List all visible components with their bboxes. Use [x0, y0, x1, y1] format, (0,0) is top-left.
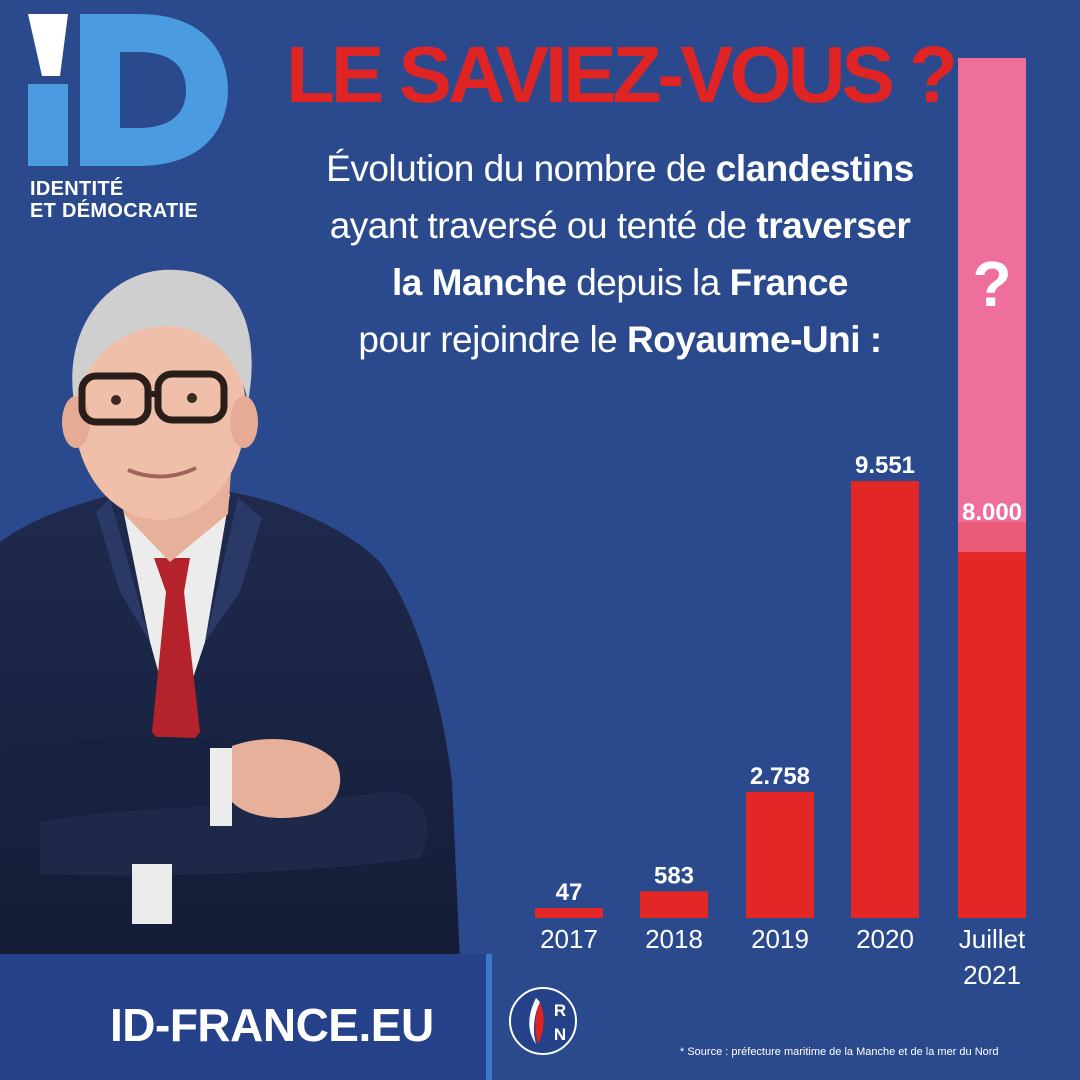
- politician-photo: [0, 269, 460, 962]
- subtitle-text: pour rejoindre le: [358, 319, 628, 360]
- subtitle-emphasis: traverser: [756, 205, 911, 246]
- brand-line-1: IDENTITÉ: [30, 178, 124, 200]
- source-note: * Source : préfecture maritime de la Man…: [680, 1046, 999, 1058]
- bar: [535, 908, 603, 918]
- projection-question-mark: ?: [972, 248, 1011, 320]
- subtitle: Évolution du nombre de clandestins ayant…: [250, 140, 990, 368]
- bar: [958, 552, 1026, 918]
- brand-name: IDENTITÉ ET DÉMOCRATIE: [30, 178, 198, 222]
- subtitle-text: Évolution du nombre de: [326, 148, 716, 189]
- rn-letter: N: [554, 1025, 566, 1044]
- subtitle-emphasis: clandestins: [715, 148, 915, 189]
- x-tick-label: 2019: [751, 924, 809, 954]
- headline: LE SAVIEZ-VOUS ?: [286, 30, 958, 119]
- rn-letter: R: [554, 1001, 566, 1020]
- subtitle-emphasis: la Manche: [392, 262, 567, 303]
- x-tick-label: 2021: [963, 960, 1021, 990]
- footer-band: [0, 954, 488, 1080]
- brand-line-2: ET DÉMOCRATIE: [30, 200, 198, 222]
- rn-party-logo-icon: R N: [509, 987, 577, 1055]
- footer-accent: [486, 954, 492, 1080]
- id-logo-icon: [28, 14, 228, 166]
- subtitle-text: ayant traversé ou tenté de: [329, 205, 757, 246]
- x-tick-label: 2017: [540, 924, 598, 954]
- bar: [640, 891, 708, 918]
- bar-top-band: [958, 522, 1026, 553]
- x-tick-label: 2018: [645, 924, 703, 954]
- website-link[interactable]: ID-FRANCE.EU: [110, 999, 434, 1051]
- bar-value-label: 583: [654, 862, 694, 889]
- subtitle-text: depuis la: [566, 262, 730, 303]
- bar-value-label: 2.758: [750, 763, 810, 790]
- bar: [851, 481, 919, 918]
- bar-value-label: 47: [556, 879, 583, 906]
- x-tick-label: Juillet: [959, 924, 1026, 954]
- bar-value-label: 8.000: [962, 499, 1022, 526]
- bar-value-label: 9.551: [855, 452, 915, 479]
- x-tick-label: 2020: [856, 924, 914, 954]
- subtitle-emphasis: Royaume-Uni :: [627, 319, 882, 360]
- bar: [746, 791, 814, 918]
- subtitle-emphasis: France: [729, 262, 849, 303]
